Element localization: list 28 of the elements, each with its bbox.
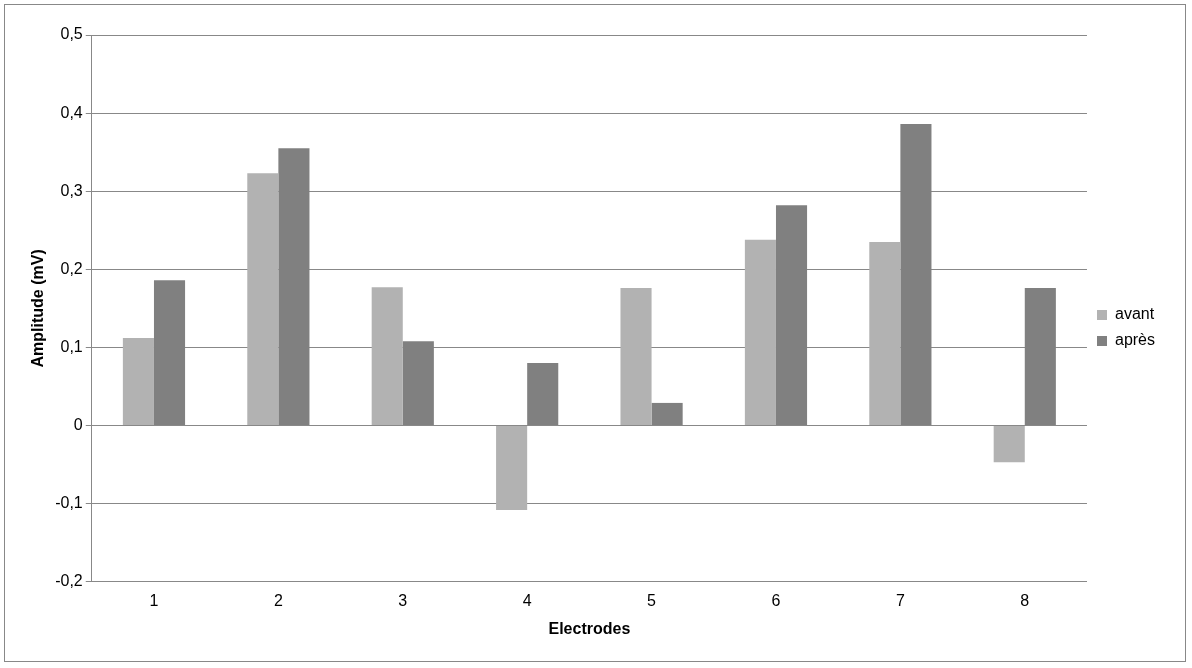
y-tick-label: 0 — [73, 415, 83, 433]
y-tick-label: -0,2 — [55, 572, 83, 590]
y-tick-label: 0,5 — [60, 25, 83, 43]
x-tick-label: 3 — [398, 591, 408, 609]
x-axis-title: Electrodes — [548, 620, 631, 638]
y-tick-label: 0,4 — [60, 103, 83, 121]
x-tick-label: 7 — [895, 591, 905, 609]
legend-label: après — [1114, 331, 1156, 349]
bar — [371, 287, 403, 426]
y-tick-label: 0,2 — [60, 259, 83, 277]
x-tick-label: 2 — [273, 591, 283, 609]
y-axis-title: Amplitude (mV) — [29, 249, 47, 368]
bar — [993, 426, 1025, 463]
bar — [620, 288, 652, 426]
x-tick-label: 1 — [149, 591, 159, 609]
bar — [247, 173, 279, 426]
legend-label: avant — [1114, 305, 1155, 323]
bar — [869, 242, 901, 426]
x-tick-label: 8 — [1020, 591, 1030, 609]
y-tick-label: 0,1 — [60, 337, 83, 355]
bar — [744, 239, 776, 426]
x-tick-label: 5 — [647, 591, 657, 609]
y-tick-label: -0,1 — [55, 494, 83, 512]
x-tick-label: 6 — [771, 591, 781, 609]
x-tick-label: 4 — [522, 591, 532, 609]
y-tick-label: 0,3 — [60, 181, 83, 199]
bar — [496, 426, 528, 510]
bar — [122, 338, 154, 426]
